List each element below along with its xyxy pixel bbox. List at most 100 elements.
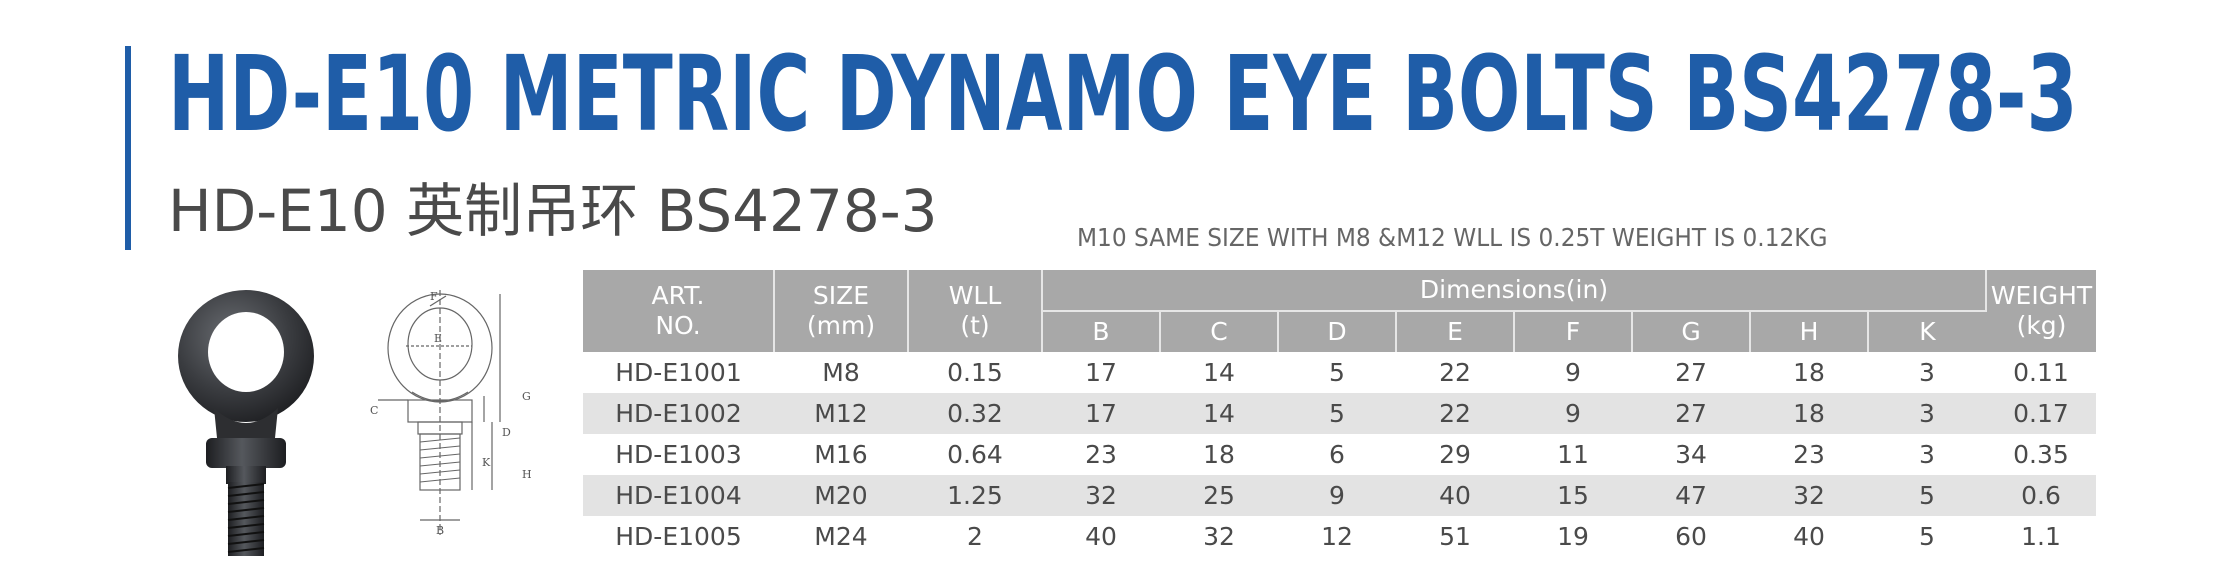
drawing-label-b: B: [436, 524, 445, 537]
accent-bar: [125, 46, 131, 250]
cell-e: 29: [1439, 440, 1471, 469]
cell-size: M12: [774, 393, 908, 434]
header-dim-e: E: [1396, 310, 1515, 352]
cell-wll: 1.25: [908, 475, 1042, 516]
table-row: HD-E1003 M16 0.64 23 18 6 29 11 34 23 3 …: [583, 434, 2096, 475]
header-weight-line1: WEIGHT: [1990, 281, 2093, 310]
cell-f: 9: [1565, 358, 1581, 387]
header-art-line1: ART.: [651, 281, 705, 310]
drawing-label-f: F: [430, 290, 438, 303]
cell-art: HD-E1005: [615, 522, 742, 551]
header-dim-b: B: [1042, 310, 1161, 352]
header-dim-c: C: [1160, 310, 1279, 352]
cell-d: 12: [1321, 522, 1353, 551]
cell-art: HD-E1003: [615, 440, 742, 469]
cell-f: 15: [1514, 475, 1632, 516]
header-art-line2: NO.: [655, 311, 701, 340]
cell-h: 18: [1793, 358, 1825, 387]
table-row: HD-E1005 M24 2 40 32 12 51 19 60 40 5 1.…: [583, 516, 2096, 557]
page-subtitle: HD-E10 英制吊环 BS4278-3: [168, 177, 938, 245]
cell-g: 34: [1675, 440, 1707, 469]
specification-table: ART. NO. SIZE (mm) WLL (t) Dimensions(in…: [583, 270, 2096, 557]
cell-wll: 2: [967, 522, 983, 551]
cell-art: HD-E1004: [583, 475, 774, 516]
page-title: HD-E10 METRIC DYNAMO EYE BOLTS BS4278-3: [168, 33, 2078, 155]
drawing-label-g: G: [522, 390, 531, 403]
cell-size: M20: [774, 475, 908, 516]
cell-c: 32: [1203, 522, 1235, 551]
cell-k: 3: [1919, 440, 1935, 469]
cell-f: 9: [1514, 393, 1632, 434]
cell-k: 5: [1919, 522, 1935, 551]
cell-b: 40: [1085, 522, 1117, 551]
header-size-line1: SIZE: [812, 281, 870, 310]
cell-e: 22: [1439, 358, 1471, 387]
cell-h: 23: [1793, 440, 1825, 469]
cell-g: 60: [1675, 522, 1707, 551]
cell-d: 5: [1329, 358, 1345, 387]
header-dim-h: H: [1750, 310, 1869, 352]
cell-d: 6: [1329, 440, 1345, 469]
drawing-label-k: K: [482, 456, 491, 469]
cell-f: 11: [1557, 440, 1589, 469]
cell-e: 40: [1396, 475, 1514, 516]
cell-wll: 0.32: [908, 393, 1042, 434]
table-row: HD-E1002 M12 0.32 17 14 5 22 9 27 18 3 0…: [583, 393, 2096, 434]
cell-e: 22: [1396, 393, 1514, 434]
cell-weight: 0.17: [1986, 393, 2096, 434]
header-wll-line2: (t): [960, 311, 990, 340]
cell-k: 5: [1868, 475, 1986, 516]
cell-h: 32: [1750, 475, 1868, 516]
cell-b: 17: [1042, 393, 1160, 434]
cell-b: 32: [1042, 475, 1160, 516]
drawing-label-c: C: [370, 404, 379, 417]
cell-e: 51: [1439, 522, 1471, 551]
header-dim-g: G: [1632, 310, 1751, 352]
header-wll: WLL (t): [908, 270, 1043, 352]
cell-f: 19: [1557, 522, 1589, 551]
cell-weight: 1.1: [2021, 522, 2061, 551]
cell-art: HD-E1002: [583, 393, 774, 434]
header-weight: WEIGHT (kg): [1986, 270, 2096, 352]
cell-size: M8: [822, 358, 860, 387]
cell-wll: 0.64: [947, 440, 1003, 469]
header-size-line2: (mm): [806, 311, 876, 340]
cell-wll: 0.15: [947, 358, 1003, 387]
cell-d: 9: [1278, 475, 1396, 516]
table-row: HD-E1004 M20 1.25 32 25 9 40 15 47 32 5 …: [583, 475, 2096, 516]
cell-g: 27: [1675, 358, 1707, 387]
size-note: M10 SAME SIZE WITH M8 &M12 WLL IS 0.25T …: [1077, 223, 1828, 252]
cell-k: 3: [1919, 358, 1935, 387]
table-row: HD-E1001 M8 0.15 17 14 5 22 9 27 18 3 0.…: [583, 352, 2096, 393]
drawing-label-e: E: [434, 332, 443, 345]
header-size: SIZE (mm): [774, 270, 909, 352]
header-dim-k: K: [1868, 310, 1986, 352]
cell-g: 27: [1632, 393, 1750, 434]
header-art-no: ART. NO.: [583, 270, 775, 352]
cell-weight: 0.11: [2013, 358, 2069, 387]
header-dimensions: Dimensions(in): [1042, 270, 1987, 311]
eye-bolt-technical-drawing: F E C D G K H B: [360, 280, 560, 550]
cell-b: 17: [1085, 358, 1117, 387]
cell-c: 18: [1203, 440, 1235, 469]
cell-b: 23: [1085, 440, 1117, 469]
drawing-label-d: D: [502, 426, 511, 439]
cell-size: M16: [814, 440, 868, 469]
cell-h: 18: [1750, 393, 1868, 434]
cell-art: HD-E1001: [615, 358, 742, 387]
cell-k: 3: [1868, 393, 1986, 434]
cell-c: 14: [1203, 358, 1235, 387]
cell-weight: 0.35: [2013, 440, 2069, 469]
cell-h: 40: [1793, 522, 1825, 551]
cell-g: 47: [1632, 475, 1750, 516]
header-dim-f: F: [1514, 310, 1633, 352]
cell-d: 5: [1278, 393, 1396, 434]
cell-weight: 0.6: [1986, 475, 2096, 516]
cell-c: 14: [1160, 393, 1278, 434]
cell-size: M24: [814, 522, 868, 551]
header-dim-d: D: [1278, 310, 1397, 352]
eye-bolt-photo: [170, 288, 330, 558]
header-wll-line1: WLL: [948, 281, 1002, 310]
drawing-label-h: H: [522, 468, 532, 481]
cell-c: 25: [1160, 475, 1278, 516]
